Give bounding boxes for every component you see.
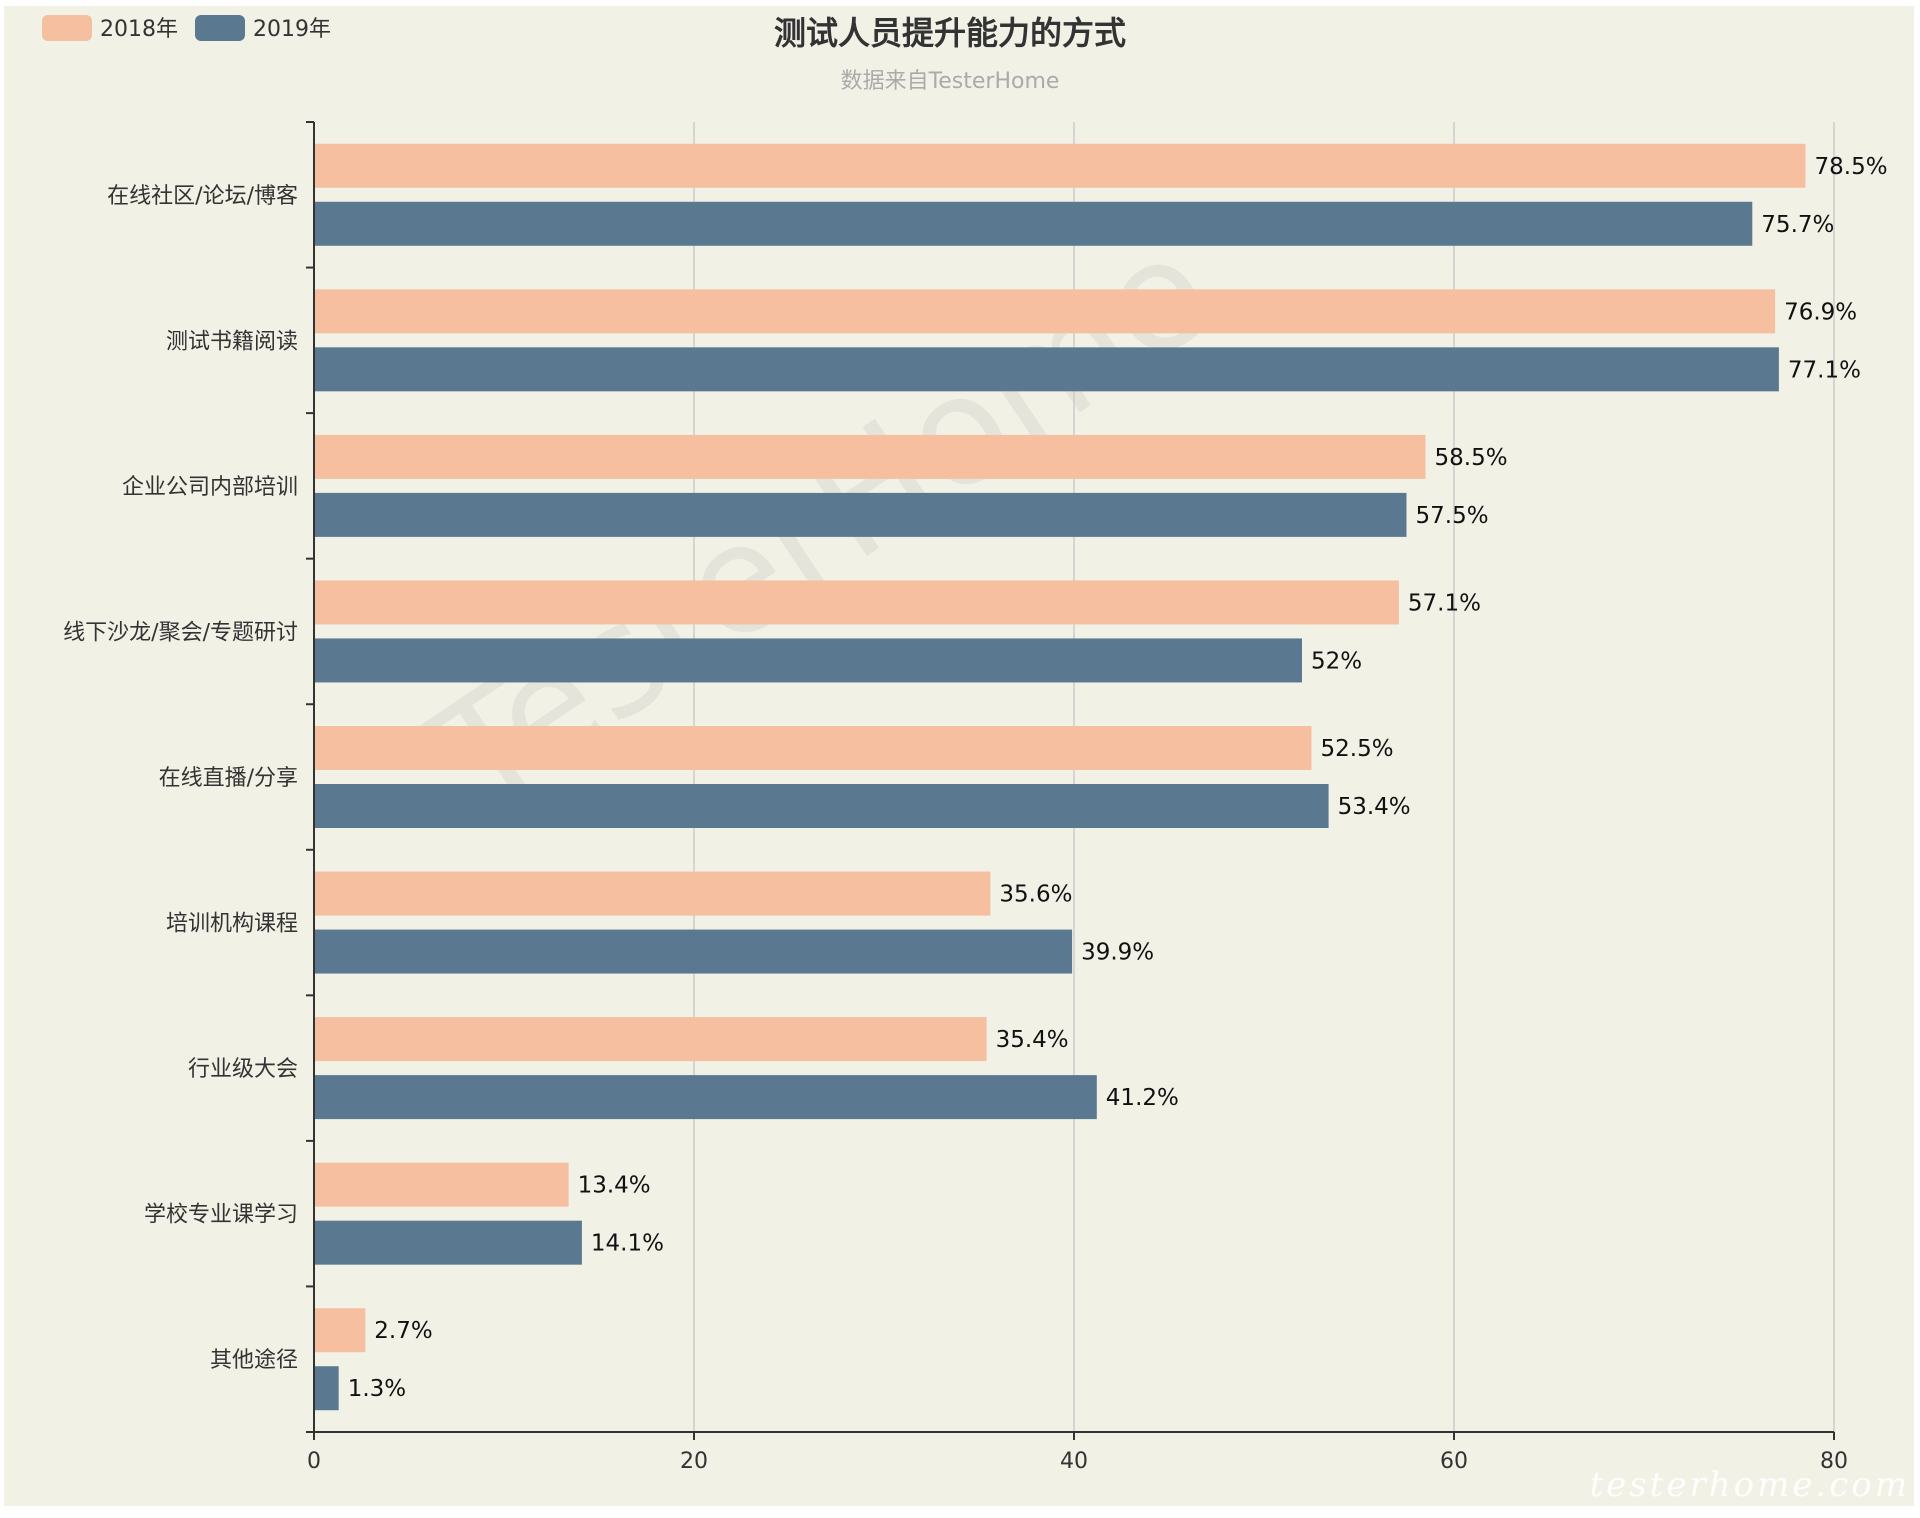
bar-2019[interactable] [314, 1075, 1097, 1120]
axes: 在线社区/论坛/博客测试书籍阅读企业公司内部培训线下沙龙/聚会/专题研讨在线直播… [63, 121, 1848, 1474]
chart-title: 测试人员提升能力的方式 [774, 14, 1126, 52]
category-label: 学校专业课学习 [144, 1203, 298, 1228]
bar-2018[interactable] [314, 434, 1426, 479]
bar-value-label: 77.1% [1788, 357, 1861, 383]
bar-value-label: 1.3% [348, 1376, 406, 1402]
category-label: 企业公司内部培训 [122, 475, 298, 500]
x-tick-label: 0 [307, 1449, 321, 1474]
bar-value-label: 58.5% [1435, 445, 1508, 471]
bar-value-label: 41.2% [1106, 1085, 1179, 1111]
grid-lines [693, 122, 1835, 1432]
bar-value-label: 39.9% [1081, 940, 1154, 966]
bar-value-label: 53.4% [1338, 794, 1411, 820]
bar-value-label: 75.7% [1761, 212, 1834, 238]
bar-2019[interactable] [314, 201, 1753, 246]
chart-panel: TesterHometesterhome.com 78.5% 75.7% 76.9%… [4, 6, 1914, 1506]
category-label: 在线社区/论坛/博客 [107, 184, 298, 209]
bar-2018[interactable] [314, 1308, 366, 1353]
bar-value-label: 78.5% [1815, 154, 1888, 180]
bar-value-label: 13.4% [578, 1173, 651, 1199]
bar-value-label: 57.5% [1416, 503, 1489, 529]
bar-value-label: 14.1% [591, 1231, 664, 1257]
bar-2018[interactable] [314, 726, 1312, 770]
category-label: 行业级大会 [188, 1057, 298, 1082]
bar-2018[interactable] [314, 1162, 569, 1207]
bar-2018[interactable] [314, 289, 1776, 334]
corner-watermark: testerhome.com [1589, 1465, 1910, 1505]
legend-label-2018[interactable]: 2018年 [100, 17, 178, 42]
bar-2018[interactable] [314, 580, 1399, 625]
bars [314, 143, 1806, 1411]
bar-value-label: 57.1% [1408, 590, 1481, 616]
bar-2018[interactable] [314, 1017, 987, 1062]
bar-2019[interactable] [314, 929, 1073, 974]
x-tick-label: 80 [1820, 1449, 1848, 1474]
x-tick-label: 60 [1440, 1449, 1468, 1474]
legend-swatch-2018[interactable] [42, 15, 92, 41]
bar-value-label: 35.4% [996, 1027, 1069, 1053]
bar-value-label: 52% [1311, 648, 1362, 674]
category-label: 其他途径 [210, 1348, 298, 1373]
bar-value-label: 76.9% [1784, 299, 1857, 325]
category-label: 测试书籍阅读 [166, 329, 298, 354]
x-tick-label: 20 [680, 1449, 708, 1474]
bar-value-label: 2.7% [374, 1318, 432, 1344]
data-labels: 78.5% 75.7% 76.9% 77.1% 58.5% 57.5% 57.1% 52% 52… [348, 154, 1888, 1402]
category-label: 线下沙龙/聚会/专题研讨 [63, 620, 298, 645]
bar-2018[interactable] [314, 143, 1806, 188]
chart-subtitle: 数据来自TesterHome [841, 69, 1060, 94]
category-label: 培训机构课程 [166, 912, 298, 937]
bar-value-label: 35.6% [999, 882, 1072, 908]
bar-value-label: 52.5% [1321, 736, 1394, 762]
bar-2019[interactable] [314, 1366, 339, 1411]
legend: 2018年 2019年 [42, 15, 331, 42]
x-tick-label: 40 [1060, 1449, 1088, 1474]
bar-2019[interactable] [314, 492, 1407, 537]
legend-swatch-2019[interactable] [195, 15, 245, 41]
category-label: 在线直播/分享 [159, 766, 298, 791]
bar-2019[interactable] [314, 1220, 582, 1265]
legend-label-2019[interactable]: 2019年 [253, 17, 331, 42]
bar-2019[interactable] [314, 347, 1779, 392]
bar-2019[interactable] [314, 784, 1329, 828]
bar-chart: TesterHometesterhome.com 78.5% 75.7% 76.9%… [42, 14, 1910, 1505]
watermark-layer: TesterHometesterhome.com [404, 202, 1910, 1505]
bar-2019[interactable] [314, 638, 1302, 683]
bar-2018[interactable] [314, 871, 991, 916]
